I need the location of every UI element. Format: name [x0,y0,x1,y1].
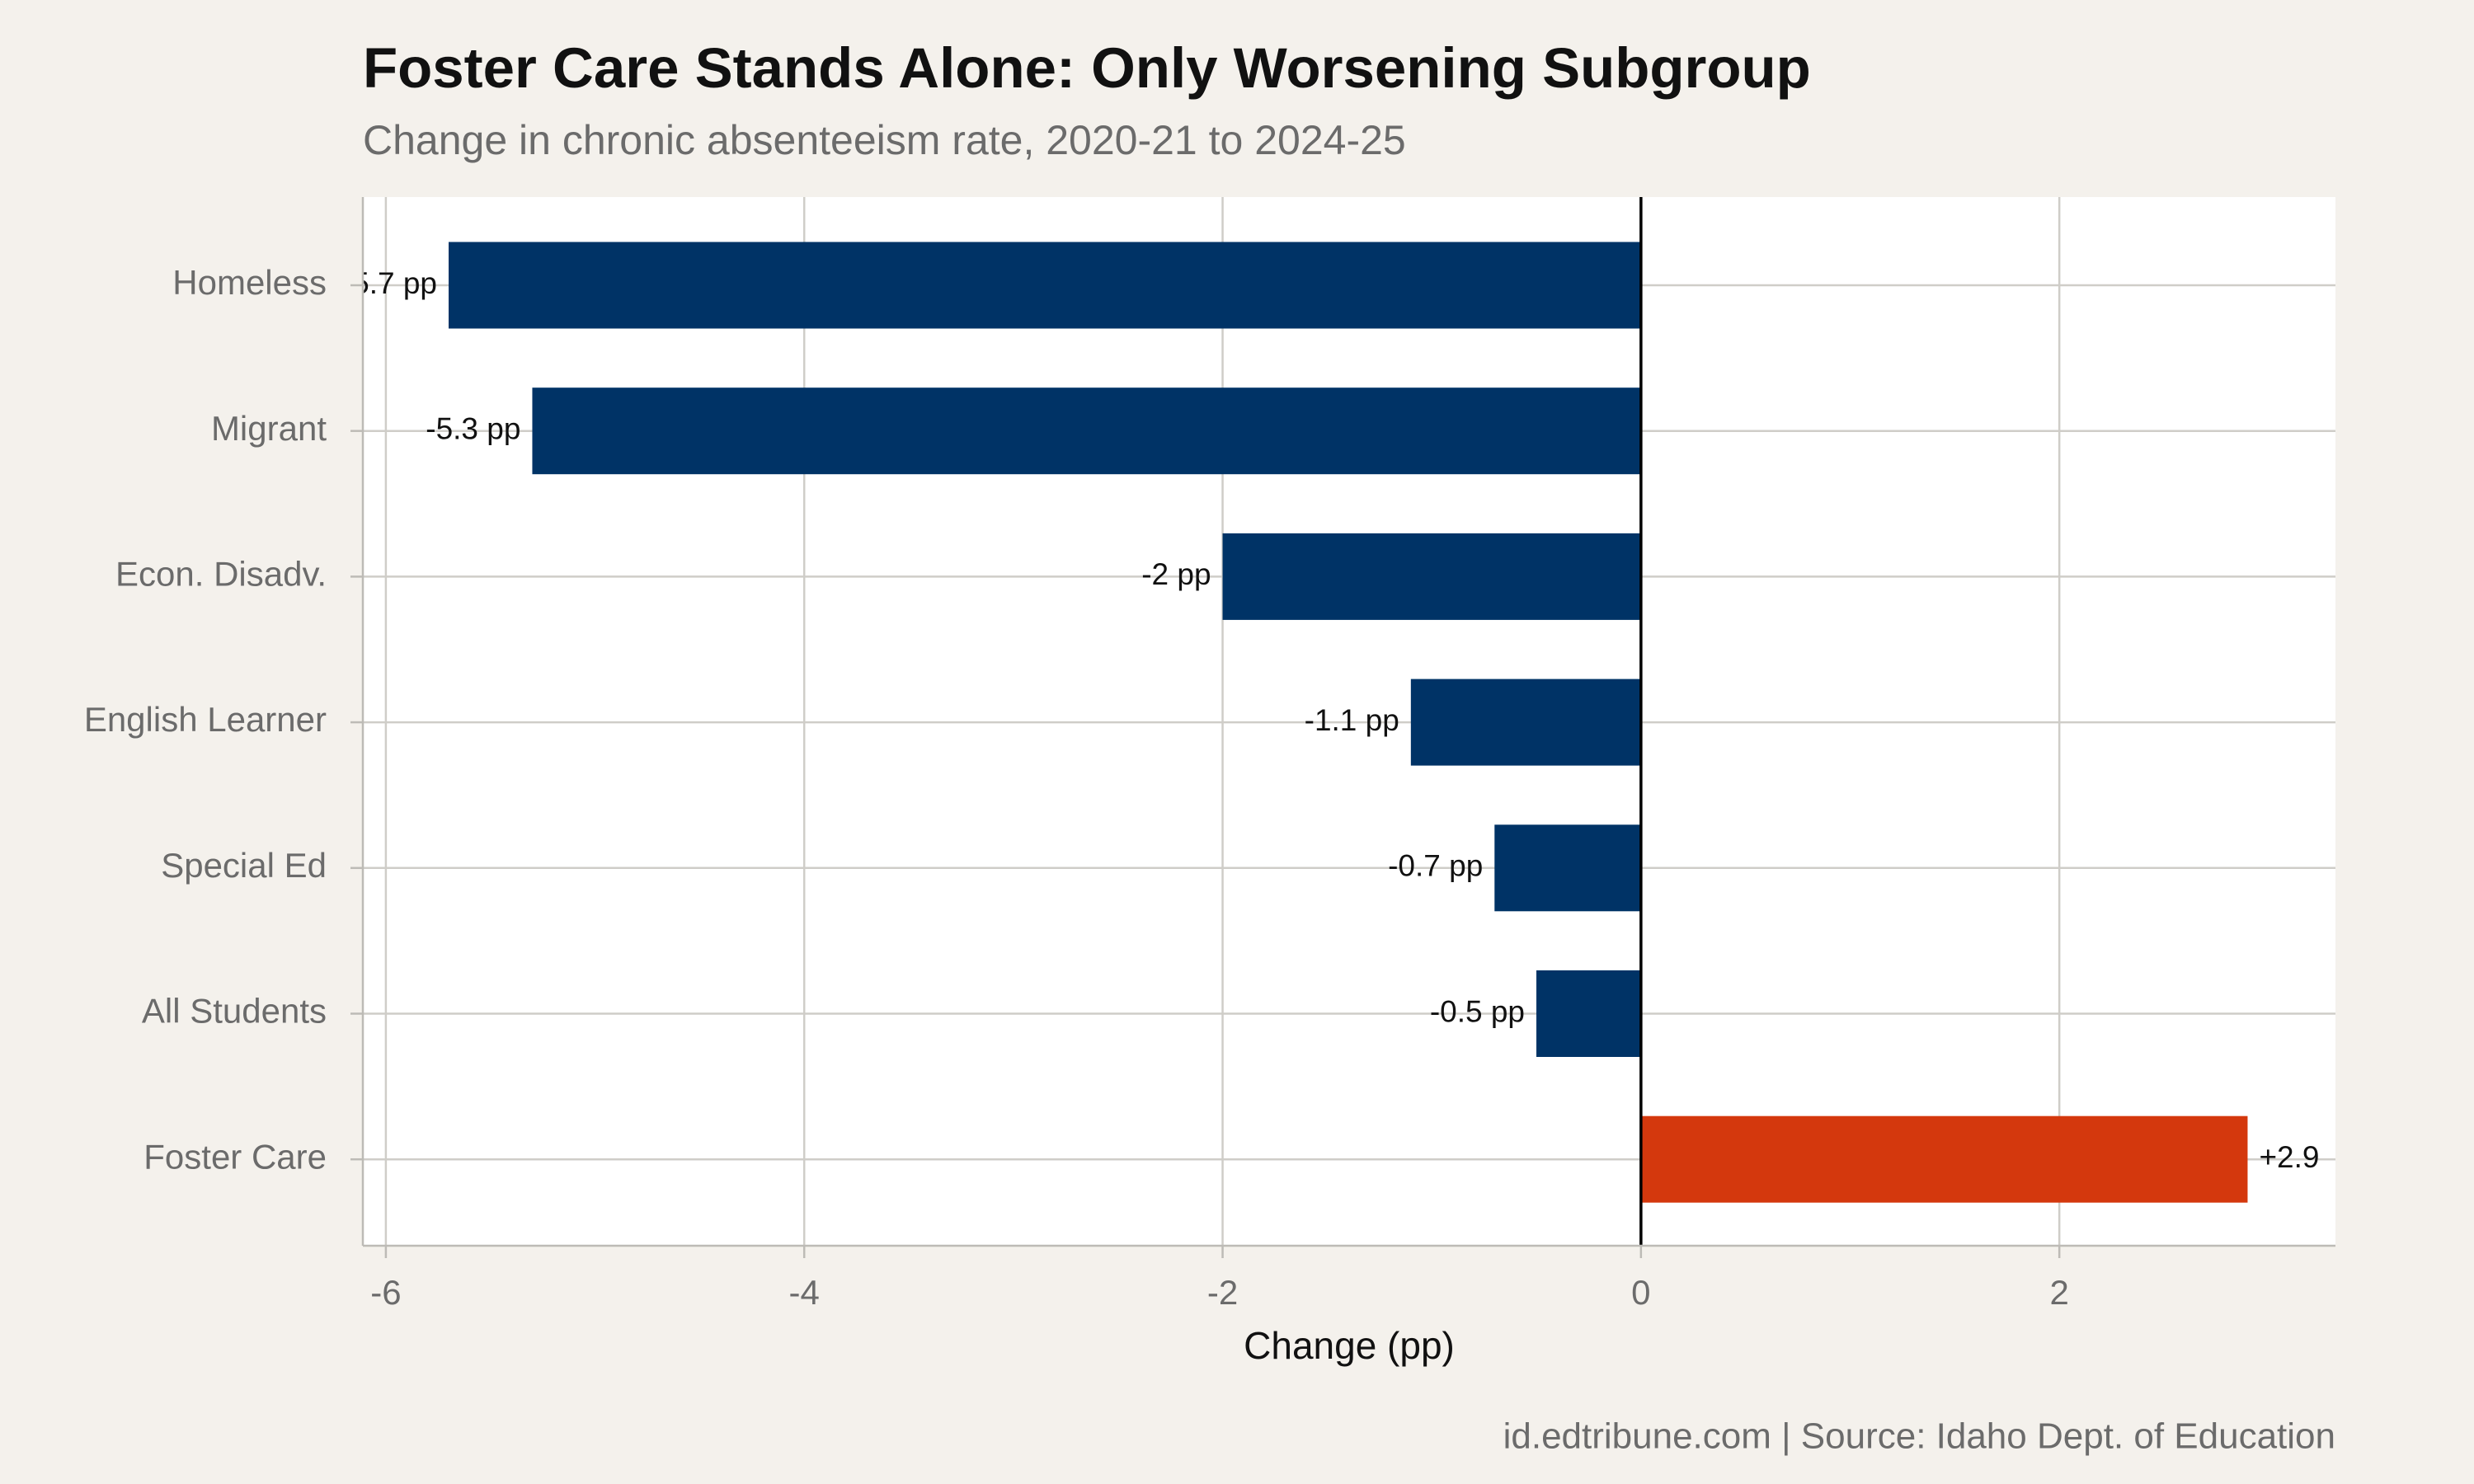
x-tick-label: -4 [789,1273,820,1312]
y-tick-label: Econ. Disadv. [115,554,327,593]
x-tick-label: 0 [1631,1273,1650,1312]
x-tick-label: -6 [370,1273,401,1312]
y-tick-label: Homeless [172,263,327,302]
data-label: -5.3 pp [426,411,520,445]
axes: -6 -4 -2 0 2 Homeless Migrant Econ. Disadv. Engl… [84,197,2335,1312]
x-axis-title: Change (pp) [1244,1324,1455,1367]
data-label: -1.1 pp [1305,703,1399,737]
bar [449,242,1641,329]
bar [1640,1115,2248,1203]
bar [1494,824,1641,912]
chart-subtitle: Change in chronic absenteeism rate, 2020… [363,117,1406,163]
data-label: -0.5 pp [1430,994,1525,1028]
bar [1536,970,1641,1057]
data-labels: -5.7 pp -5.3 pp -2 pp -1.1 pp -0.7 pp -0.5 pp… [342,266,2320,1174]
bars [449,242,2248,1203]
chart-title: Foster Care Stands Alone: Only Worsening… [363,36,1811,100]
bar [1410,679,1641,766]
bar [1222,533,1641,620]
caption: id.edtribune.com | Source: Idaho Dept. o… [1503,1416,2335,1457]
y-tick-label: English Learner [84,700,327,739]
y-tick-label: Migrant [211,409,327,448]
y-tick-label: Foster Care [143,1137,327,1176]
data-label: -0.7 pp [1388,849,1483,883]
data-label: -2 pp [1141,557,1211,591]
data-label: -5.7 pp [342,266,437,300]
x-tick-label: 2 [2049,1273,2068,1312]
data-label: +2.9 [2259,1140,2319,1174]
y-tick-label: All Students [142,992,327,1031]
bar [532,387,1641,475]
x-tick-label: -2 [1207,1273,1238,1312]
y-tick-label: Special Ed [161,846,327,885]
